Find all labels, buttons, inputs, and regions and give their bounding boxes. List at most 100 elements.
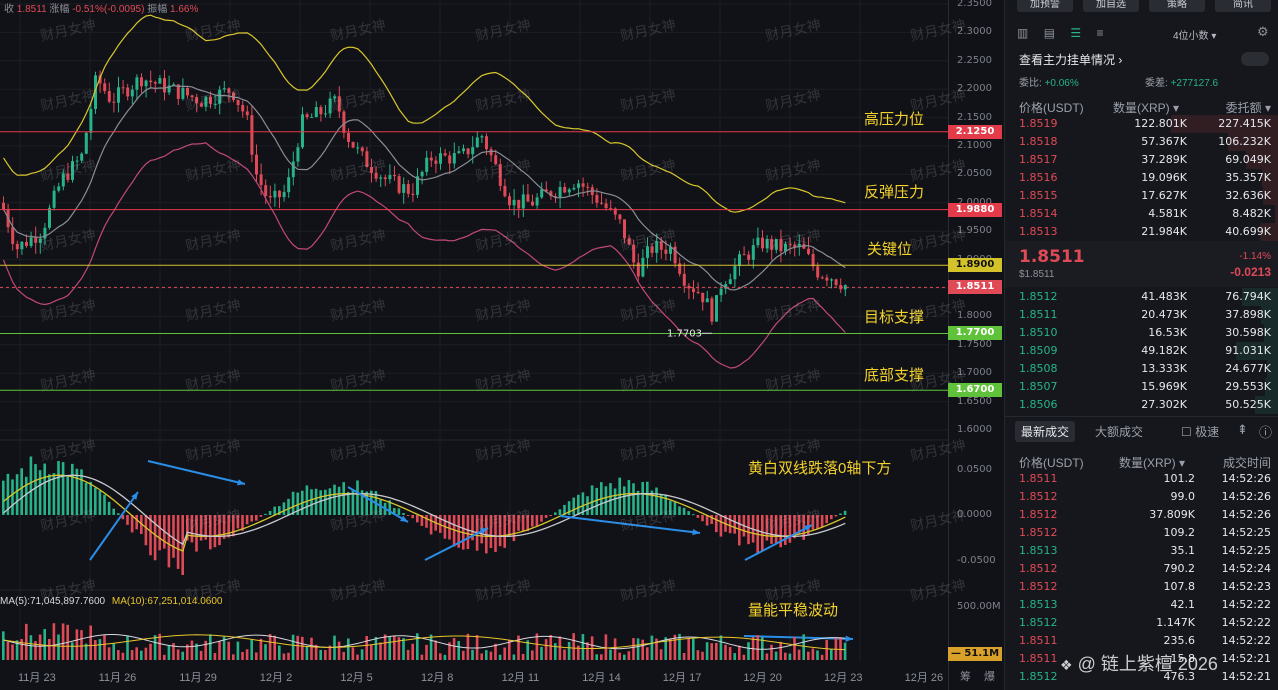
volume-bar [567, 641, 571, 660]
strategy-button[interactable]: 策略 [1149, 0, 1205, 12]
bid-row[interactable]: 1.8508 13.333K 24.677K [1005, 360, 1278, 378]
volume-bar [618, 652, 621, 660]
ask-view-icon[interactable]: ☰ [1070, 26, 1082, 40]
volume-bar [830, 648, 833, 660]
trade-tabs: 最新成交 大额成交 ☐ 极速 ⇞ ⓘ [1005, 416, 1278, 442]
volume-bar [554, 643, 557, 660]
candle-body [728, 279, 732, 285]
candle-body [535, 197, 539, 206]
candle-body [595, 195, 599, 203]
macd-histogram-bar [807, 515, 810, 535]
chip-icon[interactable]: 筹 [960, 671, 971, 683]
macd-histogram-bar [636, 490, 640, 515]
price-cell: 1.8512 [1019, 562, 1058, 575]
candle-body [388, 175, 392, 180]
alert-button[interactable]: 加预警 [1017, 0, 1073, 12]
macd-histogram-bar [494, 515, 497, 552]
bid-ratio: 委比: +0.06% [1019, 78, 1079, 89]
volume-bar [701, 651, 704, 660]
ask-row[interactable]: 1.8517 37.289K 69.049K [1005, 151, 1278, 169]
macd-histogram-bar [811, 515, 815, 530]
qty-cell: 101.2 [1163, 472, 1196, 485]
list-view-icon[interactable]: ≡ [1096, 26, 1104, 40]
info-icon[interactable]: ⓘ [1259, 425, 1273, 440]
bid-row[interactable]: 1.8509 49.182K 91.031K [1005, 342, 1278, 360]
kline-chart-svg[interactable]: 1.7703 [0, 0, 948, 690]
candle-body [779, 239, 783, 252]
both-view-icon[interactable]: ▥ [1017, 26, 1029, 40]
macd-tick: -0.0500 [957, 555, 996, 566]
price-tick: 1.8000 [957, 310, 992, 322]
checkbox-icon[interactable]: ☐ [1181, 425, 1192, 439]
trade-row: 1.8512 99.0 14:52:26 [1005, 488, 1278, 506]
qty-cell: 27.302K [1141, 398, 1187, 411]
volume-bar [434, 640, 437, 660]
candle-body [278, 190, 281, 198]
price-tick: 1.7000 [957, 367, 992, 379]
bid-row[interactable]: 1.8507 15.969K 29.553K [1005, 378, 1278, 396]
candle-body [273, 190, 277, 198]
macd-histogram-bar [558, 509, 562, 515]
ask-row[interactable]: 1.8513 21.984K 40.699K [1005, 223, 1278, 241]
volume-bar [558, 636, 562, 660]
candle-body [489, 149, 493, 156]
candle-body [577, 183, 580, 188]
main-orders-toggle[interactable] [1241, 52, 1269, 66]
trend-arrow-head [692, 529, 700, 536]
candle-body [103, 83, 107, 92]
volume-bar [278, 645, 281, 660]
watchlist-button[interactable]: 加自选 [1083, 0, 1139, 12]
ask-row[interactable]: 1.8519 122.801K 227.415K [1005, 115, 1278, 133]
tab-large-trades[interactable]: 大额成交 [1095, 425, 1144, 439]
price-axis[interactable]: 2.3500 2.3000 2.2500 2.2000 2.1500 2.1000 2.05… [948, 0, 1004, 690]
bid-row[interactable]: 1.8512 41.483K 76.794K [1005, 288, 1278, 306]
bid-row[interactable]: 1.8511 20.473K 37.898K [1005, 306, 1278, 324]
liquidation-icon[interactable]: 爆 [984, 671, 995, 683]
volume-bar [227, 641, 230, 660]
macd-histogram-bar [655, 487, 658, 515]
macd-histogram-bar [531, 515, 534, 527]
ask-row[interactable]: 1.8515 17.627K 32.636K [1005, 187, 1278, 205]
orderbook-view-icons[interactable]: ▥ ▤ ☰ ≡ [1017, 26, 1104, 40]
time-cell: 14:52:21 [1221, 652, 1271, 665]
price-cell: 1.8519 [1019, 117, 1058, 130]
macd-histogram-bar [770, 515, 773, 544]
volume-bar [328, 645, 332, 660]
candle-body [811, 253, 815, 267]
candle-body [140, 77, 143, 87]
macd-histogram-bar [356, 480, 359, 515]
kline-chart-area[interactable]: 1.7703 收 1.8511 涨幅 -0.51%(-0.0095) 振幅 1.… [0, 0, 1004, 690]
volume-bar [784, 652, 787, 660]
ask-row[interactable]: 1.8516 19.096K 35.357K [1005, 169, 1278, 187]
macd-histogram-bar [103, 494, 106, 515]
bid-row[interactable]: 1.8510 16.53K 30.598K [1005, 324, 1278, 342]
tab-latest-trades[interactable]: 最新成交 [1015, 421, 1076, 442]
macd-histogram-bar [512, 515, 516, 542]
trade-row: 1.8513 35.1 14:52:25 [1005, 542, 1278, 560]
macd-histogram-bar [761, 515, 764, 551]
price-cell: 1.8513 [1019, 598, 1058, 611]
volume-bar [245, 649, 249, 660]
candle-body [678, 263, 682, 274]
time-tick: 12月 23 [824, 672, 863, 684]
bid-row[interactable]: 1.8506 27.302K 50.525K [1005, 396, 1278, 414]
volume-bar [600, 654, 603, 660]
macd-histogram-bar [839, 513, 842, 515]
ask-row[interactable]: 1.8518 57.367K 106.232K [1005, 133, 1278, 151]
fast-mode-checkbox[interactable]: ☐ 极速 [1181, 425, 1220, 439]
volume-bar [724, 644, 727, 660]
settings-icon[interactable]: ⚙ [1257, 24, 1269, 39]
volume-bar [563, 649, 566, 660]
bid-view-icon[interactable]: ▤ [1043, 26, 1056, 40]
depth-bar [1264, 324, 1278, 342]
main-orders-link[interactable]: 查看主力挂单情况 › [1019, 53, 1123, 67]
candle-body [632, 244, 636, 263]
depth-selector[interactable]: 4位小数 ▾ [1173, 31, 1217, 42]
news-button[interactable]: 简讯 [1215, 0, 1271, 12]
volume-bar [834, 637, 838, 660]
volume-bar [572, 633, 575, 660]
volume-bar [20, 639, 23, 660]
filter-icon[interactable]: ⇞ [1237, 422, 1248, 437]
ask-row[interactable]: 1.8514 4.581K 8.482K [1005, 205, 1278, 223]
candle-body [416, 176, 419, 195]
